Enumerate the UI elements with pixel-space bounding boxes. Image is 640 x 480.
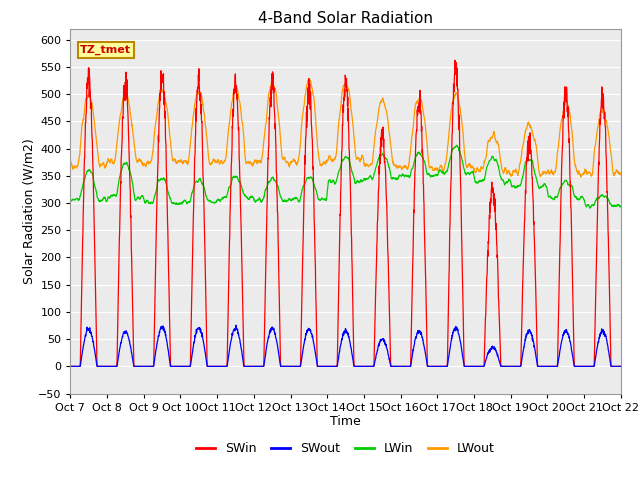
LWin	[586, 205, 594, 211]
SWin	[67, 363, 74, 369]
LWout	[568, 132, 576, 138]
LWin	[220, 194, 228, 200]
Line: LWin: LWin	[70, 145, 621, 208]
Legend: SWin, SWout, LWin, LWout: SWin, SWout, LWin, LWout	[191, 437, 500, 460]
LWout	[617, 172, 625, 178]
SWin	[220, 363, 228, 369]
LWin	[568, 184, 576, 190]
SWout	[506, 363, 513, 369]
SWout	[584, 363, 591, 369]
X-axis label: Time: Time	[330, 415, 361, 429]
LWout	[584, 169, 592, 175]
SWout	[374, 348, 381, 353]
LWin	[617, 204, 625, 210]
Line: LWout: LWout	[70, 79, 621, 177]
SWin	[568, 270, 576, 276]
LWin	[506, 177, 513, 183]
LWout	[374, 116, 381, 122]
SWout	[617, 363, 625, 369]
SWin	[362, 363, 369, 369]
LWin	[374, 159, 381, 165]
LWin	[362, 177, 369, 182]
SWin	[584, 363, 591, 369]
SWout	[232, 322, 240, 328]
LWout	[506, 171, 513, 177]
SWin	[451, 57, 459, 63]
SWout	[362, 363, 369, 369]
SWin	[506, 363, 513, 369]
SWout	[568, 351, 576, 357]
Line: SWout: SWout	[70, 325, 621, 366]
LWout	[577, 174, 584, 180]
SWin	[374, 220, 381, 226]
SWout	[220, 363, 228, 369]
LWout	[362, 162, 369, 168]
SWin	[617, 363, 625, 369]
Line: SWin: SWin	[70, 60, 621, 366]
LWin	[67, 198, 74, 204]
LWin	[584, 202, 591, 208]
Title: 4-Band Solar Radiation: 4-Band Solar Radiation	[258, 11, 433, 26]
LWout	[305, 76, 313, 82]
LWout	[67, 159, 74, 165]
LWout	[220, 159, 228, 165]
Y-axis label: Solar Radiation (W/m2): Solar Radiation (W/m2)	[22, 138, 35, 284]
SWout	[67, 363, 74, 369]
LWin	[453, 143, 461, 148]
Text: TZ_tmet: TZ_tmet	[80, 45, 131, 56]
